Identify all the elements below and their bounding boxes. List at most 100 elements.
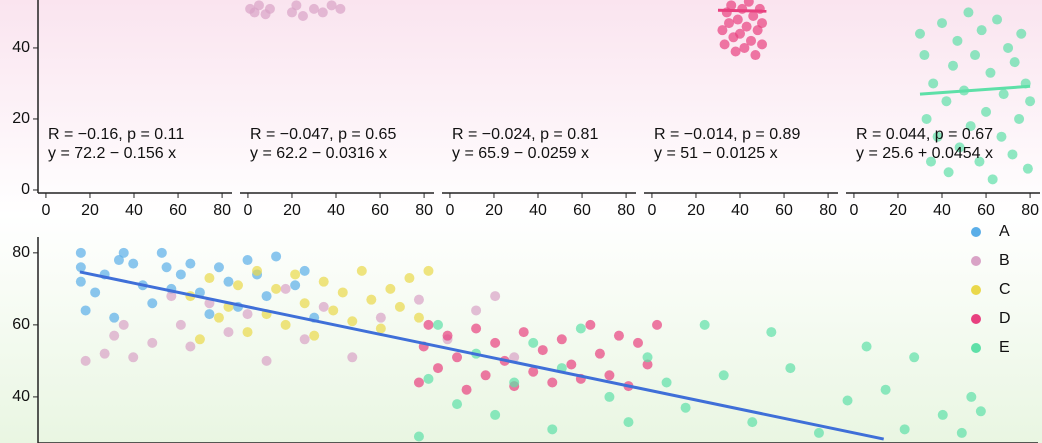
point [128, 258, 139, 269]
point [594, 348, 605, 359]
point [347, 352, 358, 363]
point [299, 334, 310, 345]
point [741, 21, 752, 32]
point [992, 14, 1003, 25]
x-tick-label: 60 [169, 202, 187, 219]
point [128, 352, 139, 363]
point [404, 273, 415, 284]
x-tick-label: 0 [445, 202, 454, 219]
point [490, 291, 501, 302]
point [175, 319, 186, 330]
point [299, 265, 310, 276]
point [166, 291, 177, 302]
trend-line [79, 270, 885, 441]
x-tick-label: 0 [41, 202, 50, 219]
x-tick-label: 60 [775, 202, 793, 219]
point [299, 298, 310, 309]
legend-label: B [999, 252, 1010, 269]
x-tick-label: 80 [617, 202, 635, 219]
point [356, 265, 367, 276]
point [730, 46, 741, 57]
point [290, 269, 301, 280]
point [75, 276, 86, 287]
point [919, 50, 930, 61]
point [271, 251, 282, 262]
point [252, 265, 263, 276]
legend-label: A [999, 223, 1010, 240]
point [328, 305, 339, 316]
point [652, 319, 663, 330]
point [937, 409, 948, 420]
point [575, 323, 586, 334]
point [413, 294, 424, 305]
point [914, 28, 925, 39]
point [739, 42, 750, 53]
point [661, 377, 672, 388]
y-tick-label: 0 [21, 181, 30, 198]
point [842, 395, 853, 406]
point [423, 373, 434, 384]
point [723, 18, 734, 29]
point [99, 348, 110, 359]
point [680, 402, 691, 413]
point [113, 255, 124, 266]
point [335, 3, 346, 14]
point [766, 327, 777, 338]
point [147, 298, 158, 309]
point [118, 319, 129, 330]
point [633, 337, 643, 348]
x-tick-label: 0 [849, 202, 858, 219]
point [326, 0, 337, 11]
x-tick-label: 60 [573, 202, 591, 219]
point [242, 255, 253, 266]
point [966, 391, 977, 402]
point [748, 10, 759, 21]
point [213, 262, 224, 273]
point [747, 417, 758, 428]
y-tick-label: 20 [12, 110, 30, 127]
point [735, 28, 746, 39]
x-tick-label: 0 [647, 202, 656, 219]
point [925, 156, 936, 167]
point [337, 287, 348, 298]
point [750, 50, 761, 61]
point [413, 431, 424, 442]
point [394, 301, 405, 312]
y-tick-label: 40 [12, 39, 30, 56]
point [528, 366, 539, 377]
point [471, 323, 482, 334]
point [385, 283, 396, 294]
point [291, 0, 302, 11]
point [1014, 113, 1025, 124]
annotation: y = 25.6 + 0.0454 x [856, 145, 993, 162]
annotation: R = 0.044, p = 0.67 [856, 126, 993, 143]
point [1003, 42, 1014, 53]
point [963, 7, 974, 18]
x-tick-label: 40 [933, 202, 951, 219]
point [623, 417, 634, 428]
point [909, 352, 920, 363]
point [375, 323, 386, 334]
point [413, 312, 424, 323]
point [223, 327, 234, 338]
point [1007, 149, 1018, 160]
point [880, 384, 891, 395]
point [861, 341, 872, 352]
point [899, 424, 910, 435]
point [932, 131, 943, 142]
point [318, 301, 329, 312]
x-tick-label: 40 [529, 202, 547, 219]
point [253, 0, 264, 11]
x-tick-label: 20 [687, 202, 705, 219]
point [1022, 163, 1033, 174]
point [996, 131, 1007, 142]
point [757, 18, 768, 29]
legend-marker [971, 285, 981, 295]
point [213, 312, 224, 323]
point [952, 35, 963, 46]
point [318, 276, 329, 287]
annotation: y = 62.2 − 0.0316 x [250, 145, 387, 162]
point [604, 370, 615, 381]
point [719, 39, 730, 50]
point [261, 355, 272, 366]
